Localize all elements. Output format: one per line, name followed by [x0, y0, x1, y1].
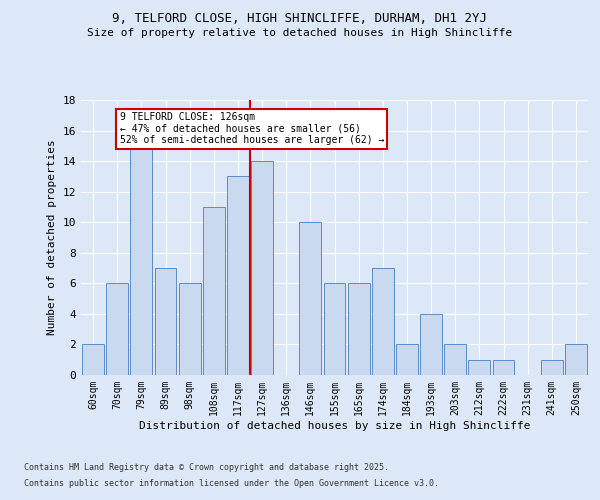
- Bar: [251, 161, 273, 375]
- Text: Contains public sector information licensed under the Open Government Licence v3: Contains public sector information licen…: [24, 478, 439, 488]
- Bar: [372, 268, 394, 375]
- Bar: [203, 207, 224, 375]
- Bar: [445, 344, 466, 375]
- Bar: [541, 360, 563, 375]
- Text: Contains HM Land Registry data © Crown copyright and database right 2025.: Contains HM Land Registry data © Crown c…: [24, 464, 389, 472]
- Text: 9 TELFORD CLOSE: 126sqm
← 47% of detached houses are smaller (56)
52% of semi-de: 9 TELFORD CLOSE: 126sqm ← 47% of detache…: [119, 112, 384, 146]
- Bar: [565, 344, 587, 375]
- X-axis label: Distribution of detached houses by size in High Shincliffe: Distribution of detached houses by size …: [139, 420, 530, 430]
- Text: 9, TELFORD CLOSE, HIGH SHINCLIFFE, DURHAM, DH1 2YJ: 9, TELFORD CLOSE, HIGH SHINCLIFFE, DURHA…: [113, 12, 487, 26]
- Bar: [106, 284, 128, 375]
- Bar: [469, 360, 490, 375]
- Bar: [130, 146, 152, 375]
- Bar: [179, 284, 200, 375]
- Bar: [396, 344, 418, 375]
- Bar: [227, 176, 249, 375]
- Bar: [82, 344, 104, 375]
- Bar: [299, 222, 321, 375]
- Text: Size of property relative to detached houses in High Shincliffe: Size of property relative to detached ho…: [88, 28, 512, 38]
- Bar: [420, 314, 442, 375]
- Bar: [493, 360, 514, 375]
- Bar: [155, 268, 176, 375]
- Y-axis label: Number of detached properties: Number of detached properties: [47, 140, 57, 336]
- Bar: [348, 284, 370, 375]
- Bar: [323, 284, 346, 375]
